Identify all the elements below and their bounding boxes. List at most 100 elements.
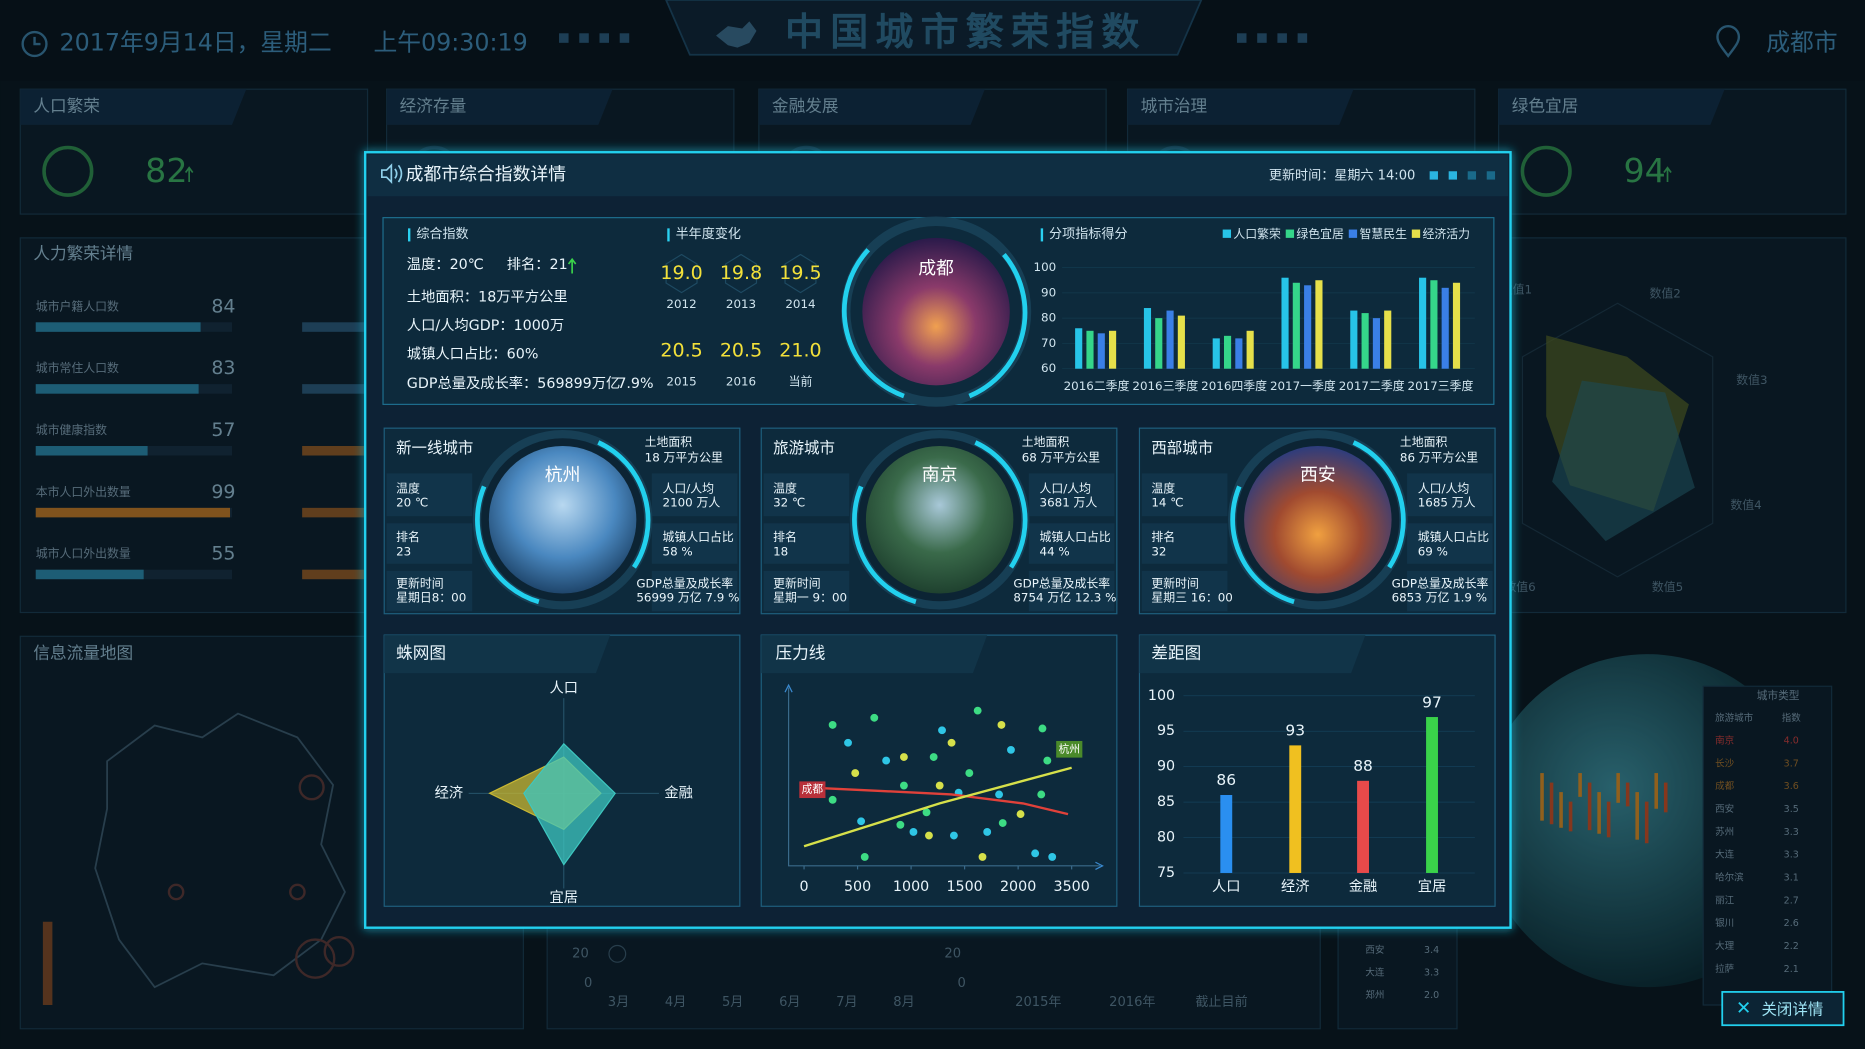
detail-side-bar bbox=[302, 446, 367, 456]
detail-side-bar bbox=[302, 507, 367, 518]
city-photo bbox=[1244, 446, 1392, 594]
scatter-point bbox=[965, 769, 974, 777]
axis-arrow bbox=[784, 683, 1104, 870]
info-value: 3681 万人 bbox=[1040, 496, 1098, 510]
header-deco bbox=[1297, 33, 1308, 43]
x-tick-label: 2017二季度 bbox=[1339, 379, 1405, 393]
scatter-point bbox=[828, 795, 837, 804]
x-tick-label: 2000 bbox=[1000, 879, 1036, 895]
ranking-city: 大连 bbox=[1715, 849, 1735, 861]
city-name: 杭州 bbox=[545, 465, 581, 486]
bar bbox=[1452, 282, 1461, 369]
scatter-point bbox=[851, 769, 860, 777]
info-value: 18 万平方公里 bbox=[645, 450, 723, 464]
info-value: 69 % bbox=[1418, 544, 1448, 558]
ranking-city: 成都 bbox=[1715, 780, 1735, 792]
ranking2-city: 郑州 bbox=[1365, 989, 1384, 1001]
header-deco bbox=[1277, 33, 1287, 43]
ranking-city: 哈尔滨 bbox=[1715, 871, 1744, 883]
city-photo bbox=[865, 446, 1014, 594]
bar bbox=[1223, 335, 1232, 369]
bar bbox=[1384, 310, 1392, 369]
chart-title: 压力线 bbox=[776, 644, 826, 663]
panel-tab bbox=[1498, 89, 1725, 125]
bar bbox=[1361, 313, 1369, 369]
x-tick-label: 2016四季度 bbox=[1201, 379, 1267, 393]
info-value: 58 % bbox=[663, 544, 693, 558]
speaker-icon bbox=[381, 163, 403, 184]
close-button-label[interactable]: 关闭详情 bbox=[1761, 1000, 1823, 1018]
bg-icon bbox=[608, 944, 627, 963]
scatter-point bbox=[947, 738, 956, 747]
scatter-point bbox=[922, 808, 931, 817]
bg-axis-tick: 20 bbox=[944, 946, 961, 961]
ranking2-city: 大连 bbox=[1365, 966, 1385, 978]
ranking2-value: 2.0 bbox=[1424, 990, 1439, 1001]
bar bbox=[1292, 282, 1300, 369]
y-tick-label: 85 bbox=[1157, 794, 1175, 810]
up-arrow bbox=[184, 166, 194, 182]
x-tick-label: 经济 bbox=[1281, 878, 1310, 895]
ranking-value: 3.6 bbox=[1784, 781, 1799, 792]
modal-titlebar bbox=[367, 154, 1509, 197]
globe-spike bbox=[1559, 792, 1563, 828]
ranking-value: 3.3 bbox=[1784, 827, 1799, 838]
header-title: 中国城市繁荣指数 bbox=[785, 10, 1146, 54]
summary-land: 土地面积：18万平方公里 bbox=[407, 288, 568, 305]
up-arrow bbox=[567, 257, 577, 274]
ranking-value: 2.1 bbox=[1784, 964, 1799, 975]
summary-urban: 城镇人口占比：60% bbox=[407, 345, 539, 362]
info-label: 更新时间 bbox=[1151, 576, 1199, 590]
panel-tab bbox=[384, 635, 611, 674]
scatter-point bbox=[870, 713, 879, 722]
legend-swatch bbox=[1411, 229, 1421, 238]
bar bbox=[1086, 330, 1094, 369]
bar bbox=[1166, 310, 1174, 369]
hex-deco bbox=[784, 253, 817, 294]
close-icon bbox=[1738, 1001, 1750, 1013]
info-label: 城镇人口占比 bbox=[1418, 530, 1489, 544]
detail-label: 城市健康指数 bbox=[36, 423, 107, 437]
scatter-point bbox=[896, 820, 905, 829]
scatter-point bbox=[899, 781, 908, 790]
detail-value: 57 bbox=[211, 419, 235, 441]
bg-axis-tick: 20 bbox=[572, 946, 589, 961]
header-deco bbox=[1236, 33, 1247, 43]
half-year-period: 2012 bbox=[666, 297, 696, 311]
info-value: 8754 万亿 12.3 % bbox=[1013, 591, 1116, 605]
ranking-value: 4.0 bbox=[1784, 735, 1799, 746]
detail-label: 城市户籍人口数 bbox=[36, 299, 119, 313]
ranking-city: 长沙 bbox=[1715, 757, 1735, 769]
info-value: 23 bbox=[396, 544, 411, 558]
bg-axis-label: 4月 bbox=[665, 995, 686, 1010]
radar-area bbox=[523, 742, 616, 866]
y-tick-label: 95 bbox=[1157, 723, 1175, 739]
section-marker bbox=[408, 228, 411, 242]
bar bbox=[1143, 308, 1152, 369]
info-cell bbox=[386, 523, 473, 564]
panel-tab bbox=[386, 89, 613, 125]
info-cell bbox=[763, 570, 850, 612]
detail-value: 83 bbox=[211, 357, 235, 379]
bar bbox=[1357, 780, 1369, 873]
info-label: 土地面积 bbox=[1400, 435, 1448, 449]
half-year-period: 2016 bbox=[726, 374, 756, 388]
scatter-point bbox=[983, 828, 992, 836]
scatter-point bbox=[882, 756, 891, 765]
header-deco bbox=[619, 33, 630, 43]
scatter-point bbox=[935, 781, 944, 790]
info-value: 32 bbox=[1151, 544, 1166, 558]
half-year-value: 19.0 bbox=[660, 262, 702, 284]
info-value: 18 bbox=[773, 544, 788, 558]
header-city: 成都市 bbox=[1766, 29, 1837, 57]
radar-axis-label: 人口 bbox=[550, 680, 579, 697]
info-cell bbox=[1407, 473, 1493, 517]
info-value: 56999 万亿 7.9 % bbox=[636, 591, 739, 605]
modal-updated: 更新时间：星期六 14:00 bbox=[1269, 168, 1415, 184]
score-ring bbox=[42, 145, 94, 197]
scatter-point bbox=[925, 831, 933, 840]
info-cell bbox=[386, 473, 473, 517]
half-year-value: 20.5 bbox=[660, 339, 702, 361]
info-cell bbox=[651, 473, 738, 517]
city-name: 成都 bbox=[918, 258, 954, 279]
